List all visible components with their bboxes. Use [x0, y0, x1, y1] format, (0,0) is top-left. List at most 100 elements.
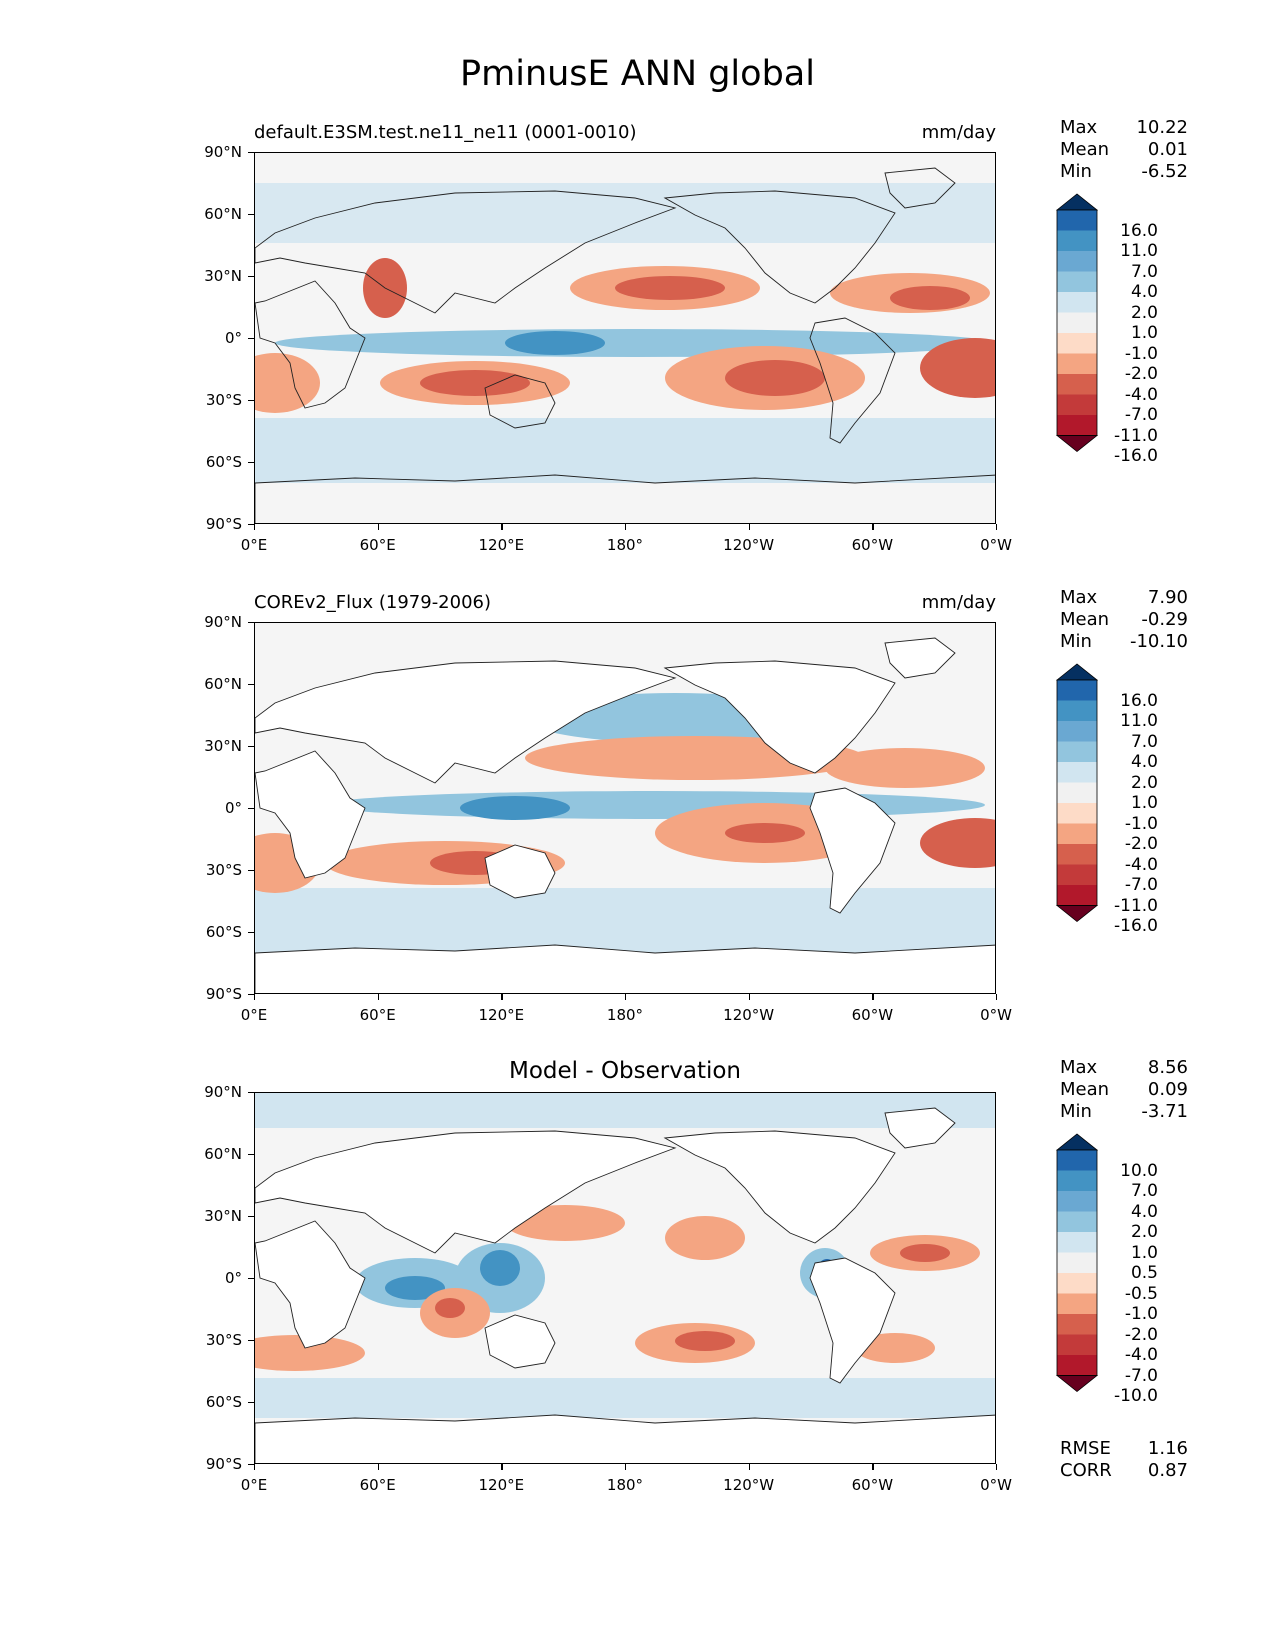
- lat-tick: [248, 524, 254, 526]
- lon-tick-label: 120°W: [723, 1006, 775, 1024]
- lat-tick-label: 30°S: [205, 1331, 242, 1349]
- s-atlantic-dry: [255, 1335, 365, 1371]
- coastlines: [255, 167, 995, 523]
- colorbar-extend-min: [1055, 905, 1099, 923]
- landmass-outline: [809, 1257, 896, 1384]
- s-indian-core: [420, 370, 530, 396]
- colorbar-extend-min: [1055, 1375, 1099, 1393]
- colorbar-segment: [1057, 353, 1097, 375]
- colorbar-segment: [1057, 885, 1097, 906]
- colorbar-segment: [1057, 782, 1097, 804]
- lon-tick: [501, 1464, 503, 1470]
- n-pacific-dry: [665, 1216, 745, 1260]
- landmass-outline: [255, 474, 995, 523]
- colorbar-label: -4.0: [1124, 854, 1158, 875]
- lon-tick-label: 120°E: [478, 1006, 525, 1024]
- lon-tick: [254, 524, 256, 530]
- lat-tick-label: 90°S: [205, 515, 242, 533]
- n-atlantic-core: [890, 286, 970, 310]
- map-plot: [254, 152, 996, 524]
- map-plot: [254, 622, 996, 994]
- lat-tick: [248, 870, 254, 872]
- colorbar-segment: [1057, 1355, 1097, 1376]
- colorbar-label: -2.0: [1124, 364, 1158, 384]
- lat-tick-label: 0°: [224, 799, 242, 817]
- colorbar-segment: [1057, 1273, 1097, 1294]
- colorbar-label: 7.0: [1130, 261, 1158, 282]
- n-atlantic-dry-core: [900, 1244, 950, 1262]
- colorbar-label: -16.0: [1114, 446, 1158, 466]
- colorbar-segment: [1057, 292, 1097, 313]
- stat-max: Max 8.56: [1060, 1057, 1188, 1078]
- colorbar-segment: [1057, 394, 1097, 416]
- colorbar: [1055, 663, 1099, 923]
- lat-tick-label: 30°S: [205, 391, 242, 409]
- colorbar-label: 2.0: [1130, 772, 1158, 793]
- colorbar-label: 4.0: [1130, 1201, 1158, 1222]
- landmass-outline: [809, 787, 896, 914]
- panel-units: mm/day: [921, 122, 996, 143]
- lat-tick: [248, 462, 254, 464]
- lon-tick: [501, 994, 503, 1000]
- lon-tick: [996, 1464, 998, 1470]
- colorbar-segment: [1057, 1293, 1097, 1315]
- colorbar-label: 2.0: [1130, 302, 1158, 323]
- colorbar-segment: [1057, 1252, 1097, 1274]
- lon-tick: [748, 994, 750, 1000]
- colorbar-segment: [1057, 374, 1097, 395]
- lon-tick: [996, 524, 998, 530]
- lon-tick-label: 0°W: [980, 536, 1012, 554]
- colorbar-label: -2.0: [1124, 1324, 1158, 1345]
- s-pacific-dry-core: [675, 1331, 735, 1351]
- lon-tick: [748, 524, 750, 530]
- lon-tick-label: 180°: [606, 1476, 644, 1494]
- northern-ocean-band: [255, 183, 995, 243]
- panel-units: mm/day: [921, 592, 996, 613]
- colorbar-label: 4.0: [1130, 282, 1158, 302]
- colorbar-segment: [1057, 803, 1097, 824]
- lat-tick: [248, 214, 254, 216]
- lon-tick-label: 120°E: [478, 536, 525, 554]
- lat-tick-label: 60°N: [204, 1145, 242, 1163]
- coastlines: [255, 1107, 995, 1463]
- colorbar-label: -11.0: [1114, 895, 1158, 916]
- lat-tick-label: 90°S: [205, 1455, 242, 1473]
- lon-tick-label: 60°E: [359, 1476, 396, 1494]
- colorbar-label: -7.0: [1124, 875, 1158, 895]
- colorbar-segment: [1057, 844, 1097, 865]
- landmass-outline: [255, 1414, 995, 1463]
- indian-ocean-core: [385, 1276, 445, 1300]
- colorbar-label: -1.0: [1124, 343, 1158, 364]
- lon-tick-label: 60°W: [851, 1006, 894, 1024]
- figure-title: PminusE ANN global: [460, 54, 815, 94]
- stats-box: Max 10.22 Mean 0.01 Min -6.52: [1060, 117, 1188, 183]
- panel-title-left: default.E3SM.test.ne11_ne11 (0001-0010): [254, 122, 637, 143]
- landmass-outline: [484, 374, 556, 429]
- s-pacific-core: [725, 360, 825, 396]
- colorbar-label: 10.0: [1120, 1160, 1158, 1181]
- maritime-continent-core: [480, 1250, 520, 1286]
- southern-ocean-band: [255, 418, 995, 483]
- lat-tick-label: 90°N: [204, 1083, 242, 1101]
- lon-tick-label: 120°W: [723, 1476, 775, 1494]
- stats-box: Max 8.56 Mean 0.09 Min -3.71: [1060, 1057, 1188, 1123]
- colorbar-segment: [1057, 1314, 1097, 1335]
- colorbar-label: 0.5: [1130, 1263, 1158, 1283]
- coastlines: [255, 637, 995, 993]
- colorbar-segment: [1057, 210, 1097, 231]
- lat-tick-label: 90°N: [204, 143, 242, 161]
- colorbar-segment: [1057, 415, 1097, 436]
- lat-tick: [248, 152, 254, 154]
- map-svg: [255, 637, 995, 993]
- lon-tick-label: 60°W: [851, 536, 894, 554]
- lon-tick: [625, 524, 627, 530]
- stat-mean: Mean -0.29: [1060, 609, 1188, 630]
- colorbar-segment: [1057, 230, 1097, 252]
- colorbar-segment: [1057, 1334, 1097, 1356]
- colorbar-label: -1.0: [1124, 1304, 1158, 1324]
- lat-tick: [248, 338, 254, 340]
- lon-tick-label: 120°E: [478, 1476, 525, 1494]
- lon-tick-label: 0°E: [240, 1006, 268, 1024]
- lat-tick: [248, 622, 254, 624]
- landmass-outline: [255, 280, 366, 409]
